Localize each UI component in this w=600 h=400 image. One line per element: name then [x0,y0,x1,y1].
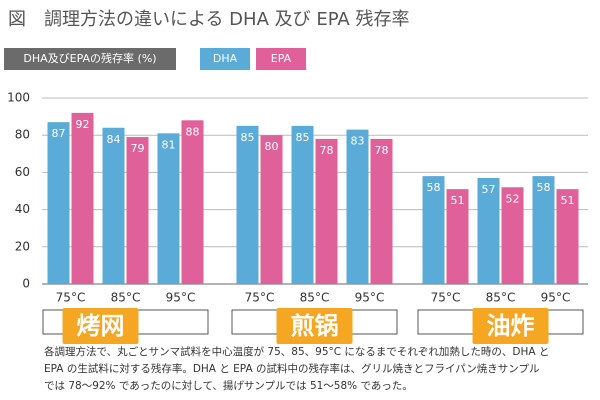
data-label: 92 [76,118,90,131]
data-label: 83 [351,135,365,148]
data-label: 85 [296,131,310,144]
x-tick-label: 85°C [486,291,516,305]
group-label-bg [62,308,139,344]
bar [47,122,70,285]
bar [260,135,283,284]
x-tick-label: 75°C [431,291,461,305]
bar [532,176,555,284]
y-tick-label: 60 [15,165,30,179]
data-label: 85 [241,131,255,144]
y-tick-label: 20 [15,239,30,253]
y-tick-label: 100 [7,91,30,105]
bar [126,137,149,284]
y-tick-label: 0 [22,277,30,291]
legend-label: EPA [271,52,292,65]
data-label: 87 [52,127,66,140]
bar [556,189,579,284]
bar [181,120,204,284]
note-line: では 78〜92% であったのに対して、揚げサンプルでは 51〜58% であった… [44,379,413,392]
x-tick-label: 75°C [245,291,275,305]
data-label: 88 [186,125,200,138]
chart-title: 図 調理方法の違いによる DHA 及び EPA 残存率 [8,9,409,30]
bar [477,177,500,284]
legend-swatch [256,48,306,70]
bar [102,127,125,284]
y-label-box [4,48,176,70]
group-label: 烤网 [77,312,125,340]
data-label: 57 [482,183,496,196]
group-label-bg [276,308,353,344]
data-label: 81 [162,138,176,151]
bar [370,138,393,284]
data-label: 78 [320,144,334,157]
bar [346,129,369,284]
data-label: 79 [131,142,145,155]
x-tick-label: 85°C [300,291,330,305]
bar [422,176,445,284]
data-label: 58 [427,181,441,194]
data-label: 80 [265,140,279,153]
legend-swatch [200,48,250,70]
y-axis-label: DHA及びEPAの残存率 (%) [23,51,156,65]
y-tick-label: 80 [15,128,30,142]
bar [291,125,314,285]
bar [71,112,94,284]
x-tick-label: 95°C [355,291,385,305]
data-label: 51 [561,194,575,207]
bar [501,187,524,284]
y-tick-label: 40 [15,202,30,216]
bar [157,133,180,284]
x-tick-label: 75°C [56,291,86,305]
data-label: 51 [451,194,465,207]
group-label-bg [472,308,549,344]
group-label: 煎锅 [291,312,339,340]
legend-label: DHA [213,52,238,65]
bar [446,189,469,284]
note-line: EPA の生試料に対する残存率。DHA と EPA の試料中の残存率は、グリル焼… [44,362,539,375]
data-label: 78 [375,144,389,157]
x-tick-label: 85°C [111,291,141,305]
data-label: 58 [537,181,551,194]
data-label: 84 [107,133,121,146]
note-line: 各調理方法で、丸ごとサンマ試料を中心温度が 75、85、95°C になるまでそれ… [44,345,549,358]
x-tick-label: 95°C [166,291,196,305]
data-label: 52 [506,192,520,205]
group-label: 油炸 [487,312,535,340]
x-tick-label: 95°C [541,291,571,305]
bar [236,125,259,285]
bar [315,138,338,284]
